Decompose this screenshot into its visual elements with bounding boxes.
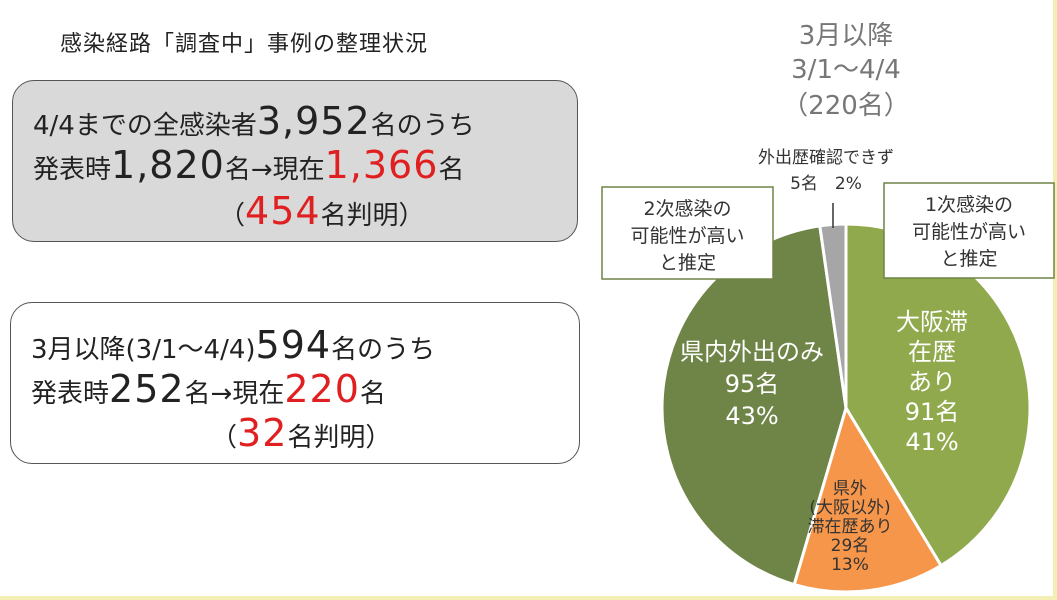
text: 名判明）	[287, 423, 392, 453]
text: 3月以降(3/1～4/4)	[31, 335, 256, 365]
summary-box-march: 3月以降(3/1～4/4)594名のうち 発表時252名→現在220名 （32名…	[10, 302, 580, 464]
slice-label-kengai: 県外	[833, 479, 867, 499]
text: 名のうち	[331, 335, 436, 365]
text: 発表時	[31, 379, 110, 409]
pie-slice-kengai	[792, 404, 944, 594]
summary-line-1: 3月以降(3/1～4/4)594名のうち	[31, 323, 435, 367]
current-count: 1,366	[324, 143, 439, 187]
slice-label-osaka: 在歴	[908, 338, 956, 366]
slice-label-unknown: 外出歴確認できず	[758, 148, 894, 168]
chart-title-line: 3月以降	[799, 21, 894, 51]
slice-label-unknown: 5名 2%	[790, 174, 862, 194]
identified-count: 454	[245, 189, 321, 233]
total-count: 3,952	[256, 99, 371, 143]
callout-text-secondary: 可能性が高い	[630, 225, 744, 247]
announced-count: 1,820	[111, 143, 225, 187]
summary-line-1: 4/4までの全感染者3,952名のうち	[33, 99, 475, 143]
slice-label-kennai: 県内外出のみ	[680, 338, 824, 366]
slice-label-kengai: 滞在歴あり	[808, 517, 893, 537]
identified-count: 32	[237, 411, 288, 455]
callout-text-primary: 1次感染の	[925, 194, 1013, 216]
slice-label-kennai: 43%	[725, 402, 778, 430]
slice-label-kennai: 95名	[725, 370, 780, 398]
summary-line-3: （32名判明）	[211, 411, 391, 455]
text: 名	[359, 379, 386, 409]
slice-label-kengai: 29名	[831, 536, 870, 556]
callout-text-primary: と推定	[940, 248, 997, 270]
text: 名	[438, 155, 465, 185]
text: 名→現在	[224, 155, 325, 185]
text: （	[219, 201, 246, 231]
slice-label-osaka: 大阪滞	[896, 308, 968, 336]
callout-box-primary	[883, 182, 1055, 279]
slice-label-kengai: 13%	[831, 555, 869, 575]
slice-label-osaka: あり	[908, 368, 956, 396]
text: 名→現在	[184, 379, 285, 409]
summary-line-2: 発表時252名→現在220名	[31, 367, 386, 411]
text: 発表時	[33, 155, 112, 185]
slice-label-osaka: 41%	[905, 428, 958, 456]
chart-title: 3月以降 3/1～4/4 （220名）	[782, 21, 910, 121]
total-count: 594	[255, 323, 332, 367]
slice-label-osaka: 91名	[905, 398, 960, 426]
slide-title: 感染経路「調査中」事例の整理状況	[60, 32, 429, 57]
chart-title-line: （220名）	[782, 91, 910, 121]
summary-line-2: 発表時1,820名→現在1,366名	[33, 143, 464, 187]
chart-title-line: 3/1～4/4	[791, 55, 901, 85]
callout-box-secondary	[601, 186, 774, 280]
callout-text-primary: 可能性が高い	[912, 221, 1026, 243]
callout-text-secondary: と推定	[659, 252, 716, 274]
announced-count: 252	[109, 367, 185, 411]
text: 名のうち	[370, 111, 475, 141]
summary-box-all: 4/4までの全感染者3,952名のうち 発表時1,820名→現在1,366名 （…	[12, 80, 578, 242]
text: 4/4までの全感染者	[33, 111, 257, 141]
text: 名判明）	[320, 201, 425, 231]
text: （	[211, 423, 238, 453]
slice-label-kengai: (大阪以外)	[809, 498, 890, 518]
pie-slices	[660, 222, 1032, 594]
current-count: 220	[284, 367, 360, 411]
summary-line-3: （454名判明）	[219, 189, 425, 233]
callout-text-secondary: 2次感染の	[643, 198, 731, 220]
